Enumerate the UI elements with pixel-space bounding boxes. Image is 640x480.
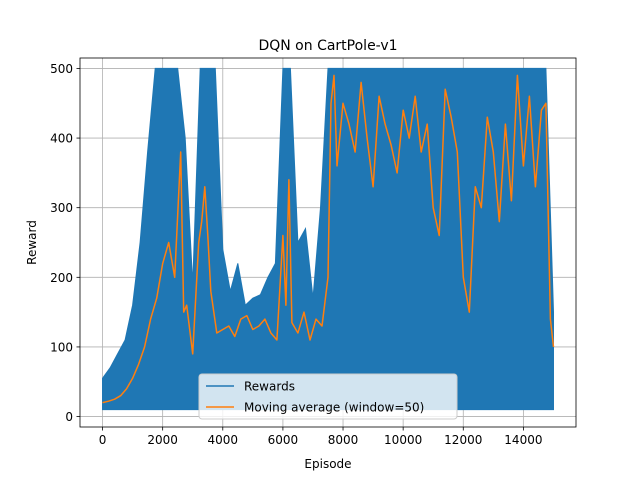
x-tick-label: 6000 <box>268 433 299 447</box>
legend-label-moving-average: Moving average (window=50) <box>244 401 424 415</box>
x-tick-label: 2000 <box>147 433 178 447</box>
x-tick-label: 4000 <box>208 433 239 447</box>
x-tick-label: 0 <box>99 433 107 447</box>
legend-label-rewards: Rewards <box>244 380 295 394</box>
x-tick-label: 10000 <box>384 433 422 447</box>
y-tick-label: 500 <box>50 62 73 76</box>
moving-average-series <box>102 74 555 404</box>
y-tick-label: 0 <box>65 410 73 424</box>
tick-layer: 0 2000 4000 6000 8000 10000 12000 14000 0 100 200 3… <box>50 62 542 447</box>
x-tick-label: 8000 <box>328 433 359 447</box>
legend-box <box>198 373 458 420</box>
chart-title: DQN on CartPole-v1 <box>258 38 397 54</box>
y-tick-label: 200 <box>50 271 73 285</box>
y-tick-label: 100 <box>50 340 73 354</box>
series-layer <box>102 67 555 411</box>
y-axis-label: Reward <box>25 220 39 265</box>
y-tick-label: 400 <box>50 132 73 146</box>
x-axis-label: Episode <box>304 457 351 471</box>
legend: Rewards Moving average (window=50) <box>198 373 458 420</box>
plot-frame <box>79 57 577 428</box>
x-tick-label: 12000 <box>444 433 482 447</box>
y-tick-label: 300 <box>50 201 73 215</box>
x-tick-label: 14000 <box>504 433 542 447</box>
